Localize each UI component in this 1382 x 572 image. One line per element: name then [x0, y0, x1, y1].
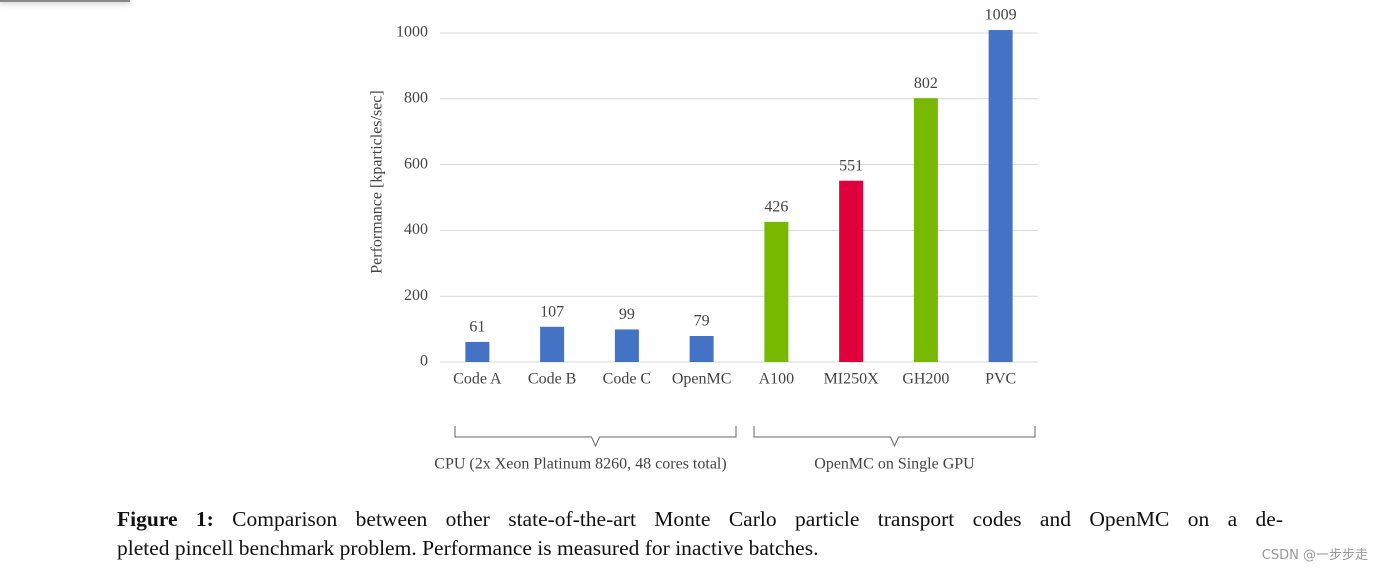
x-tick-label: GH200 [902, 371, 949, 388]
x-tick-label: PVC [985, 371, 1016, 388]
bar [839, 180, 864, 362]
x-tick-label: Code A [453, 371, 502, 388]
bar [764, 221, 789, 362]
group-label: OpenMC on Single GPU [814, 456, 975, 473]
y-tick-label: 200 [404, 287, 428, 304]
caption-line: pleted pincell benchmark problem. Perfor… [117, 536, 819, 560]
caption-text: Comparison between other state-of-the-ar… [232, 507, 1283, 531]
value-label: 79 [694, 313, 710, 330]
bar [988, 30, 1013, 362]
caption: Figure 1: Comparison between other state… [117, 505, 1283, 563]
caption-line: Figure 1: Comparison between other state… [117, 505, 1283, 534]
chart: Performance [kparticles/sec] 0 200 400 600 8… [369, 7, 1038, 473]
bar [689, 336, 714, 362]
value-label: 802 [914, 75, 938, 92]
x-tick-label: A100 [759, 371, 795, 388]
group-bracket [454, 426, 737, 448]
x-tick-label: Code B [528, 371, 576, 388]
value-label: 426 [764, 199, 788, 216]
value-label: 107 [540, 303, 564, 320]
value-label: 1009 [985, 7, 1017, 24]
group-label: CPU (2x Xeon Platinum 8260, 48 cores tot… [434, 456, 726, 473]
window-edge [0, 0, 130, 2]
y-tick-label: 400 [404, 221, 428, 238]
x-tick-label: Code C [603, 371, 651, 388]
value-label: 99 [619, 306, 635, 323]
value-label: 551 [839, 157, 863, 174]
y-tick-label: 0 [420, 353, 428, 370]
y-tick-label: 600 [404, 155, 428, 172]
caption-label: Figure 1: [117, 507, 214, 531]
bar [465, 341, 490, 362]
bar [614, 329, 639, 362]
watermark: CSDN @一步步走 [1261, 548, 1368, 563]
value-label: 61 [469, 319, 485, 336]
x-tick-label: MI250X [824, 371, 880, 388]
x-tick-label: OpenMC [672, 371, 732, 388]
group-bracket [753, 426, 1036, 448]
y-tick-label: 800 [404, 89, 428, 106]
bar [913, 98, 938, 362]
y-axis-label: Performance [kparticles/sec] [369, 90, 386, 273]
y-tick-label: 1000 [396, 24, 428, 41]
bar [540, 326, 565, 362]
